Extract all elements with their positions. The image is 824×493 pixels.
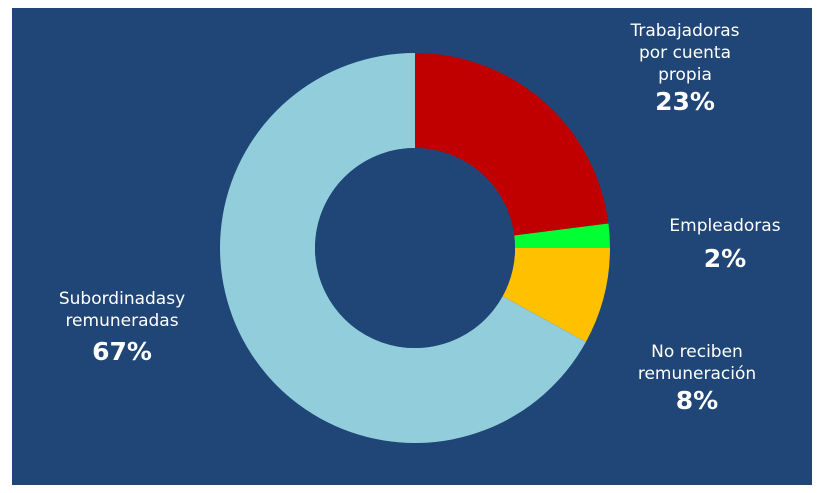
label-trabajadoras-line-3: propia xyxy=(658,65,712,85)
label-no-reciben-line-1: No reciben xyxy=(651,342,743,362)
label-subordinadas-value: 67% xyxy=(92,337,152,366)
donut-hole xyxy=(315,148,515,348)
donut-slice-3 xyxy=(220,53,586,443)
donut-slice-1 xyxy=(514,223,610,248)
label-no-reciben: No reciben remuneración 8% xyxy=(622,341,772,417)
label-no-reciben-value: 8% xyxy=(675,386,719,415)
label-no-reciben-line-2: remuneración xyxy=(637,364,757,384)
label-subordinadas-line-1: Subordinadasy xyxy=(58,289,186,309)
donut-slice-2 xyxy=(502,248,610,342)
label-empleadoras-line-1: Empleadoras xyxy=(669,216,781,236)
label-subordinadas: Subordinadasy remuneradas 67% xyxy=(42,288,202,368)
label-trabajadoras-line-2: por cuenta xyxy=(638,43,732,63)
label-empleadoras-value: 2% xyxy=(703,244,747,273)
chart-area: Trabajadoras por cuenta propia 23% Emple… xyxy=(12,8,812,485)
label-trabajadoras-value: 23% xyxy=(655,87,715,116)
label-empleadoras: Empleadoras 2% xyxy=(650,215,800,275)
label-trabajadoras: Trabajadoras por cuenta propia 23% xyxy=(610,20,760,118)
label-subordinadas-line-2: remuneradas xyxy=(65,311,179,331)
label-trabajadoras-line-1: Trabajadoras xyxy=(630,21,740,41)
donut-chart xyxy=(220,53,610,443)
donut-slice-0 xyxy=(415,53,609,236)
